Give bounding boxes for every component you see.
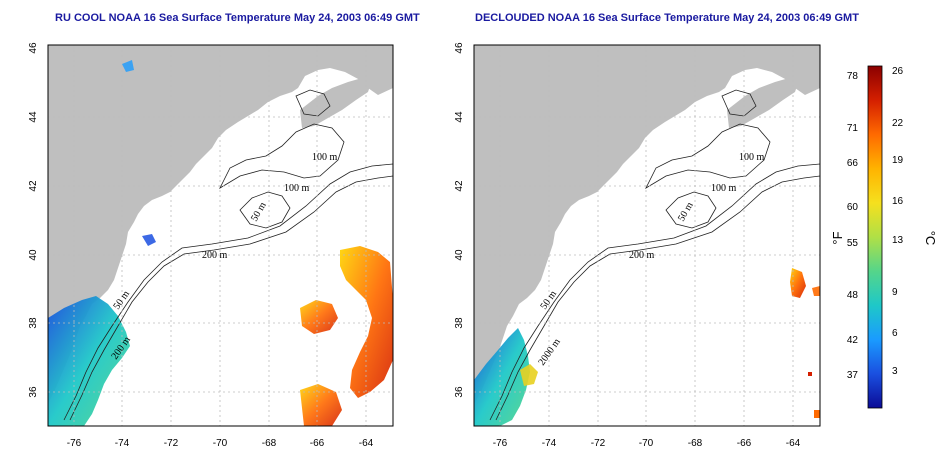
bathymetry-contours bbox=[489, 89, 820, 421]
y-tick-label: 36 bbox=[454, 386, 465, 398]
fahrenheit-tick-label: 78 bbox=[847, 71, 859, 82]
sst-warm-patch-3 bbox=[300, 384, 342, 426]
y-tick-label: 44 bbox=[454, 111, 465, 123]
y-tick-label: 46 bbox=[454, 42, 465, 54]
celsius-tick-label: 13 bbox=[892, 235, 904, 246]
y-tick-label: 42 bbox=[454, 180, 465, 192]
x-tick-label: -66 bbox=[310, 438, 325, 449]
map-frame bbox=[473, 44, 821, 427]
x-tick-label: -72 bbox=[164, 438, 179, 449]
x-tick-label: -74 bbox=[542, 438, 557, 449]
x-tick-label: -64 bbox=[786, 438, 801, 449]
fahrenheit-tick-label: 55 bbox=[847, 238, 859, 249]
map-title: DECLOUDED NOAA 16 Sea Surface Temperatur… bbox=[475, 12, 859, 24]
sst-warm-patch-2 bbox=[790, 268, 806, 298]
x-tick-label: -66 bbox=[737, 438, 752, 449]
sst-warm-spot-3 bbox=[814, 410, 820, 418]
sst-warm-patch bbox=[520, 364, 538, 386]
fahrenheit-ticks: 78 71 66 60 55 48 42 37 bbox=[847, 71, 859, 381]
contour-label: 100 m bbox=[312, 152, 338, 163]
x-tick-label: -68 bbox=[262, 438, 277, 449]
celsius-tick-label: 19 bbox=[892, 155, 904, 166]
y-tick-label: 38 bbox=[454, 317, 465, 329]
x-tick-label: -74 bbox=[115, 438, 130, 449]
y-axis-ticks: 46 44 42 40 38 36 bbox=[454, 42, 465, 398]
sst-cool-patch bbox=[48, 296, 130, 426]
x-axis-ticks: -76 -74 -72 -70 -68 -66 -64 bbox=[493, 438, 801, 449]
sst-warm-patch-2 bbox=[300, 300, 338, 334]
x-axis-ticks: -76 -74 -72 -70 -68 -66 -64 bbox=[67, 438, 374, 449]
y-tick-label: 40 bbox=[454, 249, 465, 261]
y-tick-label: 40 bbox=[28, 249, 39, 261]
colorbar-gradient bbox=[867, 65, 883, 409]
map-right: DECLOUDED NOAA 16 Sea Surface Temperatur… bbox=[454, 12, 859, 449]
celsius-tick-label: 9 bbox=[892, 287, 898, 298]
y-tick-label: 36 bbox=[28, 386, 39, 398]
map-title: RU COOL NOAA 16 Sea Surface Temperature … bbox=[55, 12, 420, 24]
contour-label: 200 m bbox=[629, 250, 655, 261]
sst-cool-spot-2 bbox=[122, 60, 134, 72]
celsius-tick-label: 26 bbox=[892, 66, 904, 77]
y-tick-label: 46 bbox=[28, 42, 39, 54]
celsius-tick-label: 3 bbox=[892, 366, 898, 377]
sst-cool-patch bbox=[474, 328, 530, 426]
x-tick-label: -76 bbox=[67, 438, 82, 449]
x-tick-label: -70 bbox=[639, 438, 654, 449]
fahrenheit-tick-label: 60 bbox=[847, 202, 859, 213]
celsius-ticks: 26 22 19 16 13 9 6 3 bbox=[892, 66, 904, 377]
celsius-tick-label: 22 bbox=[892, 118, 904, 129]
fahrenheit-tick-label: 66 bbox=[847, 158, 859, 169]
land-mass bbox=[48, 45, 393, 404]
grid bbox=[474, 45, 820, 426]
sst-cool-spot bbox=[142, 234, 156, 246]
contour-label: 100 m bbox=[739, 152, 765, 163]
contour-label: 100 m bbox=[284, 183, 310, 194]
x-tick-label: -68 bbox=[688, 438, 703, 449]
x-tick-label: -72 bbox=[591, 438, 606, 449]
fahrenheit-unit-label: °F bbox=[830, 231, 845, 244]
fahrenheit-tick-label: 71 bbox=[847, 123, 859, 134]
y-axis-ticks: 46 44 42 40 38 36 bbox=[28, 42, 39, 398]
y-tick-label: 38 bbox=[28, 317, 39, 329]
fahrenheit-tick-label: 37 bbox=[847, 370, 859, 381]
x-tick-label: -64 bbox=[359, 438, 374, 449]
y-tick-label: 44 bbox=[28, 111, 39, 123]
map-left: RU COOL NOAA 16 Sea Surface Temperature … bbox=[28, 12, 420, 449]
sst-warm-patch bbox=[340, 246, 393, 398]
bathymetry-contours bbox=[63, 89, 393, 421]
map-frame bbox=[47, 44, 394, 427]
celsius-tick-label: 16 bbox=[892, 196, 904, 207]
sst-warm-spot-2 bbox=[808, 372, 812, 376]
x-tick-label: -76 bbox=[493, 438, 508, 449]
sst-warm-spot bbox=[812, 286, 820, 296]
y-tick-label: 42 bbox=[28, 180, 39, 192]
celsius-unit-label: °C bbox=[923, 231, 938, 246]
x-tick-label: -70 bbox=[213, 438, 228, 449]
colorbar: 78 71 66 60 55 48 42 37 26 22 19 16 13 9… bbox=[830, 65, 938, 409]
fahrenheit-tick-label: 42 bbox=[847, 335, 859, 346]
contour-label: 100 m bbox=[711, 183, 737, 194]
land-mass bbox=[474, 45, 820, 404]
fahrenheit-tick-label: 48 bbox=[847, 290, 859, 301]
celsius-tick-label: 6 bbox=[892, 328, 898, 339]
grid bbox=[48, 45, 393, 426]
contour-label: 200 m bbox=[202, 250, 228, 261]
